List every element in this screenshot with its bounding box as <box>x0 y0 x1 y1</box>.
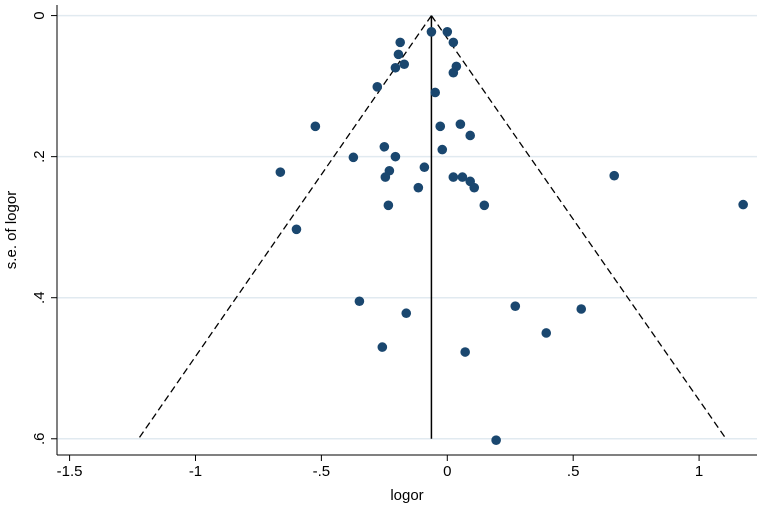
y-tick-label: .6 <box>31 433 48 446</box>
x-tick-label: 1 <box>695 463 703 480</box>
point <box>380 172 391 182</box>
point <box>479 200 490 211</box>
point <box>455 119 466 130</box>
point <box>390 151 401 162</box>
point <box>395 37 406 48</box>
point <box>401 308 412 319</box>
funnel-line <box>430 15 727 440</box>
point <box>448 172 459 182</box>
x-tick-label: 0 <box>443 463 451 480</box>
point <box>442 27 453 37</box>
point <box>377 342 388 352</box>
point <box>609 170 620 181</box>
point <box>390 62 401 73</box>
funnel-line <box>138 15 432 440</box>
x-tick-label: -1 <box>189 463 202 480</box>
x-tick-label: -1.5 <box>57 463 83 480</box>
point <box>448 37 459 48</box>
point <box>510 301 521 311</box>
point <box>435 121 446 132</box>
point <box>541 328 552 338</box>
point <box>383 200 394 211</box>
y-tick-label: .4 <box>31 291 48 304</box>
point <box>457 172 468 182</box>
point <box>379 141 390 152</box>
y-axis-label: s.e. of logor <box>3 191 20 269</box>
point <box>469 182 480 193</box>
point <box>372 82 383 92</box>
point <box>465 130 476 141</box>
point <box>426 27 437 37</box>
point <box>291 224 302 235</box>
point <box>310 121 321 132</box>
x-axis-label: logor <box>390 487 423 504</box>
y-tick-label: .2 <box>31 150 48 163</box>
point <box>448 67 459 78</box>
y-tick-label: 0 <box>31 11 48 19</box>
point <box>437 144 448 155</box>
point <box>419 162 430 173</box>
point <box>348 152 359 163</box>
point <box>354 296 365 307</box>
x-tick-label: .5 <box>567 463 580 480</box>
point <box>393 49 404 60</box>
point <box>413 182 424 193</box>
point <box>275 167 286 177</box>
x-tick-label: -.5 <box>313 463 331 480</box>
point <box>399 59 410 70</box>
point <box>460 347 470 357</box>
point <box>491 435 501 445</box>
point <box>430 87 441 98</box>
point <box>738 199 748 210</box>
point <box>576 304 587 314</box>
